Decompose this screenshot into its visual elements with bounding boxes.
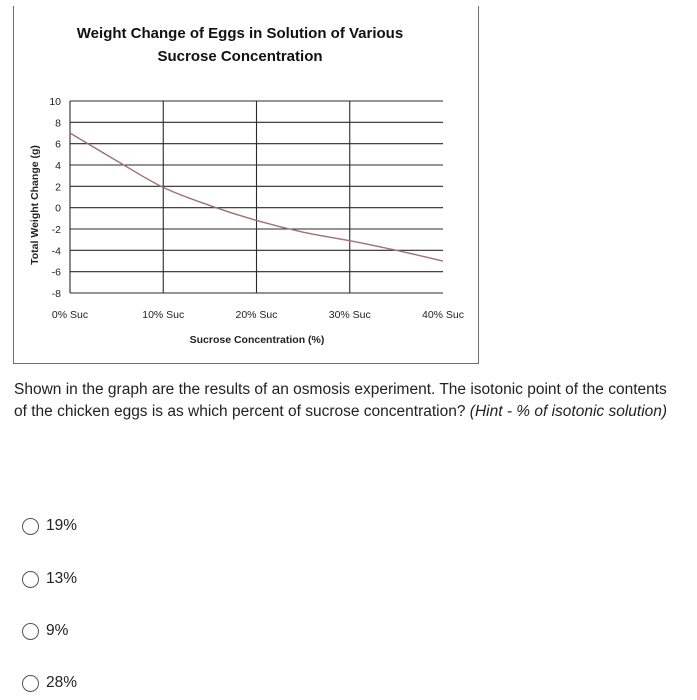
radio-button[interactable] (22, 622, 39, 640)
chart-title-line-1: Weight Change of Eggs in Solution of Var… (76, 25, 404, 42)
x-tick-label: 20% Suc (235, 309, 277, 321)
y-tick-label: -2 (52, 224, 61, 236)
x-tick-label: 40% Suc (422, 309, 464, 321)
line-chart: 10 8 6 4 2 0 -2 -4 -6 -8 0% Suc 10% Suc 20% Suc 30% S… (29, 96, 464, 346)
option-label: 13% (46, 570, 78, 587)
y-tick-label: 10 (49, 96, 61, 108)
question-body: Shown in the graph are the results of an… (14, 381, 667, 420)
x-tick-label: 0% Suc (52, 309, 88, 321)
radio-button[interactable] (22, 674, 39, 692)
y-axis-label: Total Weight Change (g) (29, 145, 41, 265)
chart-title: Weight Change of Eggs in Solution of Var… (40, 22, 440, 68)
option-label: 28% (46, 674, 78, 691)
y-tick-label: 6 (55, 139, 61, 151)
y-tick-label: 0 (55, 203, 61, 215)
y-tick-label: 2 (55, 181, 61, 193)
series-line (69, 132, 444, 262)
y-tick-label: 8 (55, 117, 61, 129)
x-tick-label: 10% Suc (142, 309, 184, 321)
y-tick-label: -6 (52, 267, 61, 279)
answer-option-4[interactable]: 28% (22, 671, 77, 695)
answer-option-1[interactable]: 19% (22, 514, 77, 538)
x-tick-label: 30% Suc (329, 309, 371, 321)
chart-frame (13, 6, 479, 364)
question-text: Shown in the graph are the results of an… (14, 379, 684, 423)
radio-button[interactable] (22, 517, 39, 535)
answer-option-2[interactable]: 13% (22, 567, 77, 591)
option-label: 19% (46, 517, 78, 534)
question-hint: (Hint - % of isotonic solution) (469, 403, 668, 420)
y-tick-label: -4 (52, 245, 61, 257)
y-tick-label: -8 (52, 288, 61, 300)
x-axis-label: Sucrose Concentration (%) (190, 334, 325, 346)
answer-option-3[interactable]: 9% (22, 619, 68, 643)
chart-title-line-2: Sucrose Concentration (157, 48, 323, 65)
y-tick-label: 4 (55, 160, 61, 172)
radio-button[interactable] (22, 570, 39, 588)
option-label: 9% (46, 622, 69, 639)
